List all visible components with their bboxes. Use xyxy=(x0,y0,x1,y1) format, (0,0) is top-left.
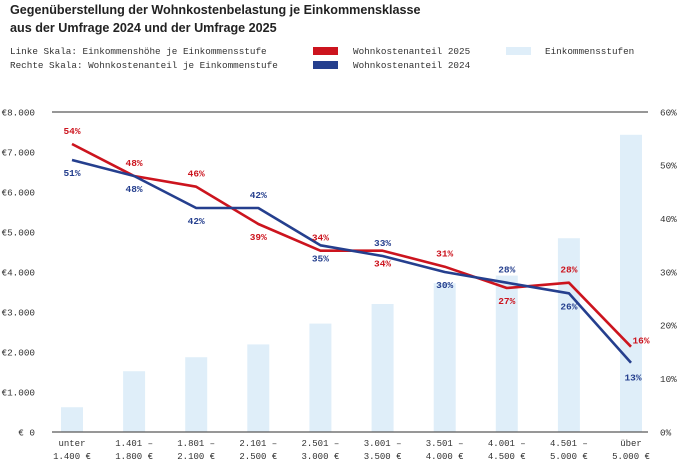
svg-text:2.100 €: 2.100 € xyxy=(177,452,215,461)
svg-text:46%: 46% xyxy=(188,169,205,180)
svg-text:51%: 51% xyxy=(63,168,80,179)
svg-text:5.000 €: 5.000 € xyxy=(550,452,588,461)
svg-text:33%: 33% xyxy=(374,238,391,249)
svg-text:27%: 27% xyxy=(498,296,515,307)
svg-text:50%: 50% xyxy=(660,161,677,172)
svg-text:€3.000: €3.000 xyxy=(2,307,35,318)
svg-text:1.800 €: 1.800 € xyxy=(115,452,153,461)
svg-text:26%: 26% xyxy=(560,301,577,312)
svg-text:€1.000: €1.000 xyxy=(2,387,35,398)
svg-text:28%: 28% xyxy=(498,265,515,276)
svg-text:3.501 –: 3.501 – xyxy=(426,439,464,449)
svg-text:4.001 –: 4.001 – xyxy=(488,439,526,449)
svg-text:20%: 20% xyxy=(660,321,677,332)
svg-text:3.001 –: 3.001 – xyxy=(364,439,402,449)
svg-text:31%: 31% xyxy=(436,249,453,260)
svg-text:3.500 €: 3.500 € xyxy=(364,452,402,461)
svg-text:1.400 €: 1.400 € xyxy=(53,452,91,461)
svg-text:35%: 35% xyxy=(312,253,329,264)
svg-text:10%: 10% xyxy=(660,374,677,385)
svg-text:1.801 –: 1.801 – xyxy=(177,439,215,449)
svg-text:48%: 48% xyxy=(126,184,143,195)
svg-text:2.500 €: 2.500 € xyxy=(239,452,277,461)
svg-text:€2.000: €2.000 xyxy=(2,347,35,358)
svg-text:30%: 30% xyxy=(660,267,677,278)
svg-text:42%: 42% xyxy=(188,216,205,227)
svg-text:3.000 €: 3.000 € xyxy=(301,452,339,461)
svg-text:30%: 30% xyxy=(436,280,453,291)
svg-text:16%: 16% xyxy=(632,336,649,347)
svg-text:39%: 39% xyxy=(250,232,267,243)
svg-text:34%: 34% xyxy=(312,233,329,244)
svg-text:34%: 34% xyxy=(374,259,391,270)
svg-text:60%: 60% xyxy=(660,107,677,118)
svg-text:unter: unter xyxy=(58,439,85,449)
svg-text:4.000 €: 4.000 € xyxy=(426,452,464,461)
svg-text:€ 0: € 0 xyxy=(18,427,35,438)
svg-text:40%: 40% xyxy=(660,214,677,225)
svg-text:54%: 54% xyxy=(63,126,80,137)
svg-text:€6.000: €6.000 xyxy=(2,187,35,198)
svg-text:5.000 €: 5.000 € xyxy=(612,452,650,461)
svg-text:0%: 0% xyxy=(660,427,672,438)
svg-text:42%: 42% xyxy=(250,190,267,201)
svg-text:1.401 –: 1.401 – xyxy=(115,439,153,449)
svg-text:€8.000: €8.000 xyxy=(2,107,35,118)
svg-text:€7.000: €7.000 xyxy=(2,147,35,158)
svg-text:€4.000: €4.000 xyxy=(2,267,35,278)
svg-text:€5.000: €5.000 xyxy=(2,227,35,238)
svg-text:2.501 –: 2.501 – xyxy=(301,439,339,449)
svg-text:2.101 –: 2.101 – xyxy=(239,439,277,449)
svg-text:28%: 28% xyxy=(560,265,577,276)
svg-text:über: über xyxy=(620,439,642,449)
svg-text:4.501 –: 4.501 – xyxy=(550,439,588,449)
svg-text:13%: 13% xyxy=(624,373,641,384)
svg-text:4.500 €: 4.500 € xyxy=(488,452,526,461)
svg-text:48%: 48% xyxy=(126,158,143,169)
